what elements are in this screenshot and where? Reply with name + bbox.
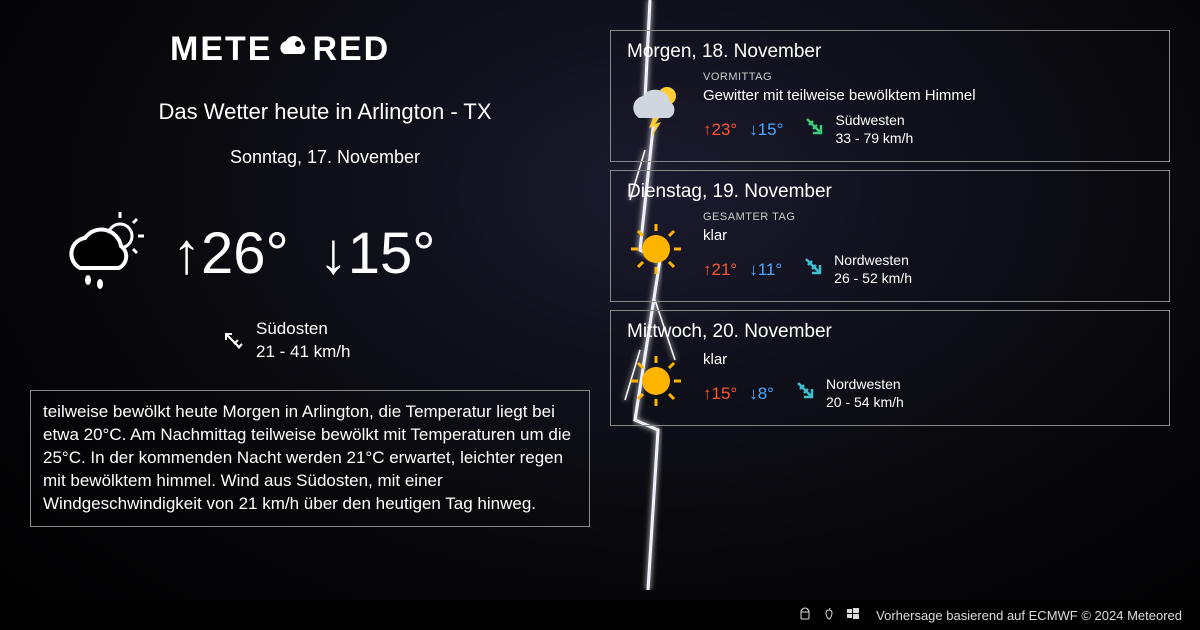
forecast-date: Mittwoch, 20. November	[627, 321, 1153, 343]
today-panel: METE RED Das Wetter heute in Arlington -…	[60, 30, 590, 600]
attribution: Vorhersage basierend auf ECMWF © 2024 Me…	[876, 608, 1182, 623]
forecast-wind-speed: 26 - 52 km/h	[834, 270, 912, 288]
forecast-condition: klar	[703, 227, 1153, 244]
today-wind-speed: 21 - 41 km/h	[256, 341, 351, 364]
brand-text-pre: METE	[170, 30, 272, 69]
page-title: Das Wetter heute in Arlington - TX	[60, 99, 590, 125]
forecast-low: ↓8°	[749, 384, 774, 404]
wind-arrow-icon	[220, 328, 246, 354]
weather-today-icon	[60, 208, 150, 298]
forecast-wind-dir: Südwesten	[835, 112, 913, 130]
cloud-icon	[274, 32, 310, 71]
brand-logo: METE RED	[170, 30, 590, 69]
apple-icon	[822, 607, 836, 624]
wind-arrow-icon	[802, 255, 826, 284]
forecast-period: VORMITTAG	[703, 71, 1153, 83]
forecast-period: GESAMTER TAG	[703, 211, 1153, 223]
forecast-low: ↓11°	[749, 260, 782, 280]
today-high: ↑26°	[172, 220, 289, 287]
description-box: teilweise bewölkt heute Morgen in Arling…	[30, 390, 590, 527]
forecast-wind-dir: Nordwesten	[834, 252, 912, 270]
forecast-card: Morgen, 18. November VORMITTAG Gewitter mi…	[610, 30, 1170, 162]
forecast-high: ↑23°	[703, 120, 737, 140]
forecast-panel: Morgen, 18. November VORMITTAG Gewitter mi…	[610, 30, 1170, 600]
today-wind: Südosten 21 - 41 km/h	[220, 318, 590, 364]
forecast-wind-speed: 20 - 54 km/h	[826, 394, 904, 412]
forecast-high: ↑21°	[703, 260, 737, 280]
forecast-condition: Gewitter mit teilweise bewölktem Himmel	[703, 87, 1153, 104]
forecast-low: ↓15°	[749, 120, 783, 140]
forecast-high: ↑15°	[703, 384, 737, 404]
forecast-weather-icon	[627, 220, 685, 278]
footer: Vorhersage basierend auf ECMWF © 2024 Me…	[0, 600, 1200, 630]
forecast-card: Dienstag, 19. November GESAMTER TAG klar ↑2…	[610, 170, 1170, 302]
wind-arrow-icon	[803, 115, 827, 144]
forecast-condition: klar	[703, 351, 1153, 368]
windows-icon	[846, 607, 860, 624]
forecast-weather-icon	[627, 352, 685, 410]
today-date: Sonntag, 17. November	[60, 147, 590, 168]
android-icon	[798, 607, 812, 624]
forecast-card: Mittwoch, 20. November klar ↑15° ↓8° Nordwes…	[610, 310, 1170, 426]
today-wind-dir: Südosten	[256, 318, 351, 341]
forecast-weather-icon	[627, 80, 685, 138]
wind-arrow-icon	[794, 379, 818, 408]
forecast-wind-speed: 33 - 79 km/h	[835, 130, 913, 148]
brand-text-post: RED	[312, 30, 390, 69]
forecast-date: Morgen, 18. November	[627, 41, 1153, 63]
forecast-date: Dienstag, 19. November	[627, 181, 1153, 203]
forecast-wind-dir: Nordwesten	[826, 376, 904, 394]
today-low: ↓15°	[319, 220, 436, 287]
